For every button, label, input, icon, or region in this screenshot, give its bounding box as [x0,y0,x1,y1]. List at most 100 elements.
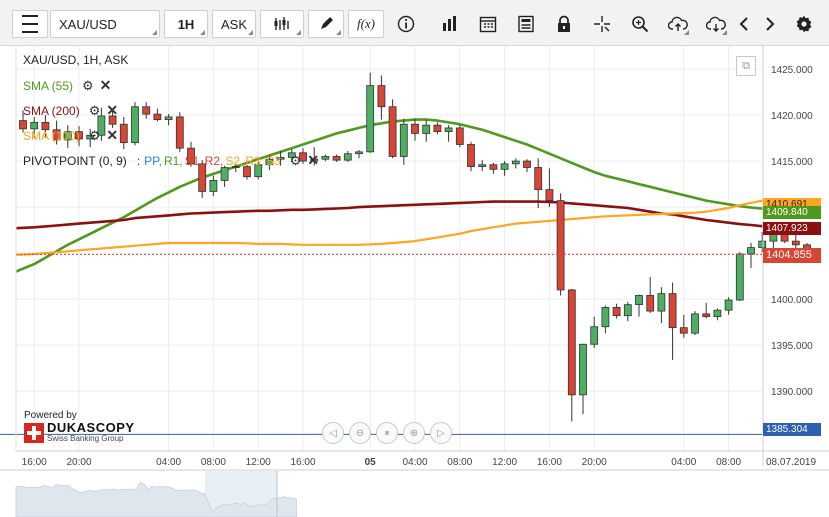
x-tick-label: 20:00 [66,457,91,468]
drawing-tool-button[interactable] [308,10,344,38]
candle-body [19,120,27,130]
upload-button[interactable] [664,10,692,38]
candle [332,154,341,162]
zoom-in-button[interactable]: ⊕ [403,422,425,444]
candle-body [511,160,520,165]
gear-icon[interactable]: ⚙ [82,77,94,93]
candle-body [433,124,442,133]
candle-body [377,85,386,108]
legend-pivot-sep: : [136,153,141,168]
candle-body [646,295,655,312]
candle-body [713,309,722,318]
candle-body [310,158,319,162]
chevron-right-icon [766,17,775,31]
gear-icon[interactable]: ⚙ [289,152,302,168]
candle-body [220,167,229,181]
gear-icon[interactable]: ⚙ [88,127,101,143]
menu-icon[interactable] [12,10,48,38]
info-icon [397,15,415,33]
candle-body [142,106,151,115]
next-button[interactable] [760,10,780,38]
toolbar: XAU/USD 1H ASK f(x) [0,0,829,46]
candle [467,141,475,172]
candle [635,294,643,317]
legend-pivot-label: PIVOTPOINT (0, 9) [23,153,127,168]
reset-button[interactable]: ⏸ [376,422,398,444]
candle-body [612,307,621,317]
candle-body [287,152,296,158]
candle [41,115,50,139]
price-chart[interactable]: 1425.0001420.0001415.0001410.0001405.000… [0,46,829,517]
scroll-right-button[interactable]: ▷ [430,422,452,444]
candle-body [30,121,39,130]
candle-body [758,240,767,248]
legend-pivot-s2: S2, [225,153,244,168]
candle-body [276,156,285,160]
candle-body [231,166,240,168]
info-button[interactable] [392,10,420,38]
legend-pivot-r1: R1, [163,153,183,168]
close-icon[interactable]: ✕ [106,127,119,143]
expand-icon[interactable]: ⧉ [736,56,756,76]
scroll-left-button[interactable]: ◁ [322,422,344,444]
close-icon[interactable]: ✕ [307,152,320,168]
candle [198,160,207,198]
legend-sma200-label: SMA (200) [23,103,80,118]
indicators-button[interactable]: f(x) [348,10,384,38]
zoom-out-button[interactable]: ⊖ [349,422,371,444]
zoom-button[interactable] [626,10,654,38]
candle-body [556,200,565,291]
x-tick-label: 08.07.2019 [766,457,816,468]
navigator-panel[interactable] [15,471,829,517]
candle-body [366,85,375,153]
symbol-selector[interactable]: XAU/USD [50,10,160,38]
settings-button[interactable] [792,10,816,38]
x-tick-label: 04:00 [402,457,427,468]
calendar-button[interactable] [474,10,502,38]
gear-icon[interactable]: ⚙ [88,102,101,118]
timeframe-selector[interactable]: 1H [164,10,208,38]
candle [310,147,319,166]
x-tick-label: 20:00 [582,457,607,468]
chart-type-button[interactable] [260,10,304,38]
bar-chart-icon [443,16,456,31]
candle-body [41,121,50,131]
candle-body [691,313,699,334]
lock-button[interactable] [550,10,578,38]
price-tag-low: 1385.304 [763,423,821,436]
candle [366,72,375,153]
x-tick-label: 08:00 [447,457,472,468]
prev-button[interactable] [734,10,754,38]
legend-pivot-pp: PP, [144,153,162,168]
candle [612,303,621,319]
side-selector[interactable]: ASK [212,10,256,38]
candle-body [422,124,431,134]
candle [86,128,95,148]
y-tick-label: 1420.000 [771,111,813,122]
chart-title: XAU/USD, 1H, ASK [23,53,128,67]
close-icon[interactable]: ✕ [106,102,119,118]
candle-body [52,129,61,141]
candle [702,302,711,319]
candle-body [635,295,643,306]
download-button[interactable] [702,10,730,38]
candle-body [702,313,711,318]
candle-body [500,163,509,170]
candle [422,119,431,142]
volume-button[interactable] [436,10,464,38]
candle-body [343,153,352,161]
candle-body [153,113,162,121]
candle-body [791,240,800,246]
chart-area[interactable]: 1425.0001420.0001415.0001410.0001405.000… [0,46,829,517]
side-label: ASK [220,16,247,32]
candle [534,158,543,208]
report-button[interactable] [512,10,540,38]
candle-body [355,151,363,155]
chart-navigation: ◁ ⊖ ⏸ ⊕ ▷ [322,422,452,444]
x-tick-label: 16:00 [290,457,315,468]
candle [355,150,363,159]
chevron-left-icon [739,17,748,31]
crosshair-button[interactable] [588,10,616,38]
candle-body [579,343,587,396]
close-icon[interactable]: ✕ [99,77,112,93]
